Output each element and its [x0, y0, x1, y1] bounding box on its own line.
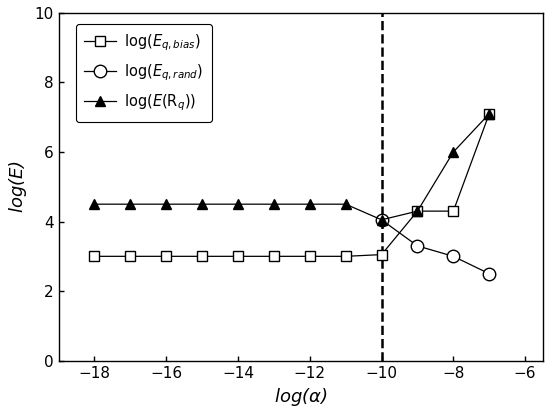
- Y-axis label: log($E$): log($E$): [7, 160, 29, 213]
- Legend: log($E_{q,bias}$), log($E_{q,rand}$), log($E(\mathrm{R}_q)$): log($E_{q,bias}$), log($E_{q,rand}$), lo…: [75, 24, 212, 122]
- X-axis label: log($\alpha$): log($\alpha$): [274, 386, 328, 408]
